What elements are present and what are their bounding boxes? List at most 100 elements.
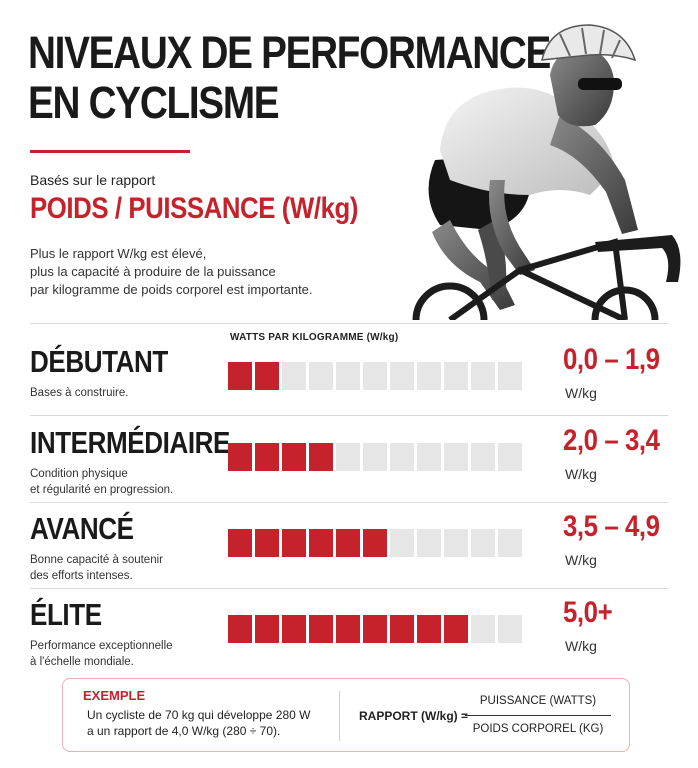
- level-description: Bases à construire.: [30, 385, 220, 401]
- bar-segment-empty: [498, 443, 522, 471]
- divider: [30, 323, 668, 324]
- bars-header: WATTS PAR KILOGRAMME (W/kg): [230, 332, 399, 343]
- intro-text: Plus le rapport W/kg est élevé, plus la …: [30, 245, 350, 299]
- formula-fraction-line: [465, 715, 611, 716]
- level-description: Condition physique et régularité en prog…: [30, 466, 220, 498]
- level-description-line: des efforts intenses.: [30, 570, 133, 582]
- bar-segment-filled: [255, 615, 279, 643]
- level-name: AVANCÉ: [30, 511, 134, 546]
- front-wheel: [591, 286, 659, 320]
- bar-segment-empty: [363, 443, 387, 471]
- bar-segment-filled: [255, 443, 279, 471]
- helmet: [541, 24, 637, 62]
- bar-segment-empty: [363, 362, 387, 390]
- title-line-1: NIVEAUX DE PERFORMANCE: [28, 27, 551, 78]
- rear-wheel: [412, 282, 488, 320]
- bar-segment-filled: [255, 529, 279, 557]
- level-name: DÉBUTANT: [30, 344, 168, 379]
- ratio-title: POIDS / PUISSANCE (W/kg): [30, 192, 358, 225]
- example-text: Un cycliste de 70 kg qui développe 280 W…: [87, 707, 337, 739]
- example-line: a un rapport de 4,0 W/kg (280 ÷ 70).: [87, 724, 281, 738]
- bar-segment-empty: [444, 362, 468, 390]
- bar-segment-filled: [309, 443, 333, 471]
- intro-line: plus la capacité à produire de la puissa…: [30, 264, 276, 279]
- level-bar: [228, 362, 522, 390]
- level-row-avance: AVANCÉ Bonne capacité à soutenir des eff…: [30, 510, 670, 592]
- bar-segment-filled: [282, 615, 306, 643]
- bar-segment-filled: [417, 615, 441, 643]
- bar-segment-empty: [390, 529, 414, 557]
- bar-segment-empty: [444, 529, 468, 557]
- intro-line: Plus le rapport W/kg est élevé,: [30, 246, 207, 261]
- title-underline: [30, 150, 190, 153]
- sunglasses: [578, 78, 622, 90]
- level-description-line: Condition physique: [30, 468, 128, 480]
- level-description: Performance exceptionnelle à l'échelle m…: [30, 638, 220, 670]
- bar-segment-filled: [444, 615, 468, 643]
- bar-segment-empty: [498, 615, 522, 643]
- divider: [30, 502, 668, 503]
- bar-segment-empty: [336, 362, 360, 390]
- level-row-debutant: DÉBUTANT Bases à construire. 0,0 – 1,9 W…: [30, 343, 670, 425]
- bar-segment-empty: [309, 362, 333, 390]
- formula-numerator: PUISSANCE (WATTS): [479, 695, 597, 707]
- level-description-line: et régularité en progression.: [30, 484, 174, 496]
- bar-segment-filled: [363, 529, 387, 557]
- bar-segment-empty: [390, 362, 414, 390]
- bike-frame: [448, 238, 628, 320]
- divider: [30, 415, 668, 416]
- level-unit: W/kg: [565, 385, 597, 401]
- bar-segment-empty: [471, 615, 495, 643]
- bar-segment-empty: [282, 362, 306, 390]
- level-range: 0,0 – 1,9: [563, 343, 660, 376]
- bar-segment-empty: [444, 443, 468, 471]
- arm: [550, 115, 638, 234]
- level-name: INTERMÉDIAIRE: [30, 425, 230, 460]
- example-title: EXEMPLE: [83, 688, 146, 703]
- bar-segment-filled: [255, 362, 279, 390]
- bar-segment-empty: [498, 529, 522, 557]
- bar-segment-filled: [228, 443, 252, 471]
- level-name: ÉLITE: [30, 597, 102, 632]
- bar-segment-filled: [309, 615, 333, 643]
- level-unit: W/kg: [565, 552, 597, 568]
- divider: [30, 588, 668, 589]
- bar-segment-filled: [309, 529, 333, 557]
- bar-segment-filled: [336, 615, 360, 643]
- bar-segment-empty: [417, 362, 441, 390]
- page-title: NIVEAUX DE PERFORMANCE EN CYCLISME: [28, 27, 551, 128]
- cyclist-illustration: [412, 24, 681, 320]
- bar-segment-filled: [282, 529, 306, 557]
- arm-back: [489, 180, 535, 275]
- level-row-intermediaire: INTERMÉDIAIRE Condition physique et régu…: [30, 424, 670, 506]
- level-range: 5,0+: [563, 596, 613, 629]
- bar-segment-filled: [228, 529, 252, 557]
- level-row-elite: ÉLITE Performance exceptionnelle à l'éch…: [30, 596, 670, 678]
- bar-segment-empty: [471, 362, 495, 390]
- bar-segment-empty: [390, 443, 414, 471]
- bar-segment-filled: [228, 615, 252, 643]
- bar-segment-filled: [363, 615, 387, 643]
- bar-segment-filled: [228, 362, 252, 390]
- formula-label: RAPPORT (W/kg) =: [359, 709, 469, 723]
- bar-segment-filled: [390, 615, 414, 643]
- example-box: EXEMPLE Un cycliste de 70 kg qui dévelop…: [62, 678, 630, 752]
- example-line: Un cycliste de 70 kg qui développe 280 W: [87, 708, 311, 722]
- level-range: 3,5 – 4,9: [563, 510, 660, 543]
- level-bar: [228, 615, 522, 643]
- level-description: Bonne capacité à soutenir des efforts in…: [30, 552, 220, 584]
- basis-label: Basés sur le rapport: [30, 172, 156, 188]
- bar-segment-empty: [417, 529, 441, 557]
- level-range: 2,0 – 3,4: [563, 424, 660, 457]
- level-bar: [228, 443, 522, 471]
- bar-segment-empty: [417, 443, 441, 471]
- bar-segment-empty: [498, 362, 522, 390]
- level-description-line: Performance exceptionnelle: [30, 640, 173, 652]
- level-unit: W/kg: [565, 466, 597, 482]
- bar-segment-filled: [282, 443, 306, 471]
- level-description-line: à l'échelle mondiale.: [30, 656, 134, 668]
- bar-segment-empty: [336, 443, 360, 471]
- bar-segment-filled: [336, 529, 360, 557]
- bar-segment-empty: [471, 443, 495, 471]
- handlebar: [595, 235, 681, 282]
